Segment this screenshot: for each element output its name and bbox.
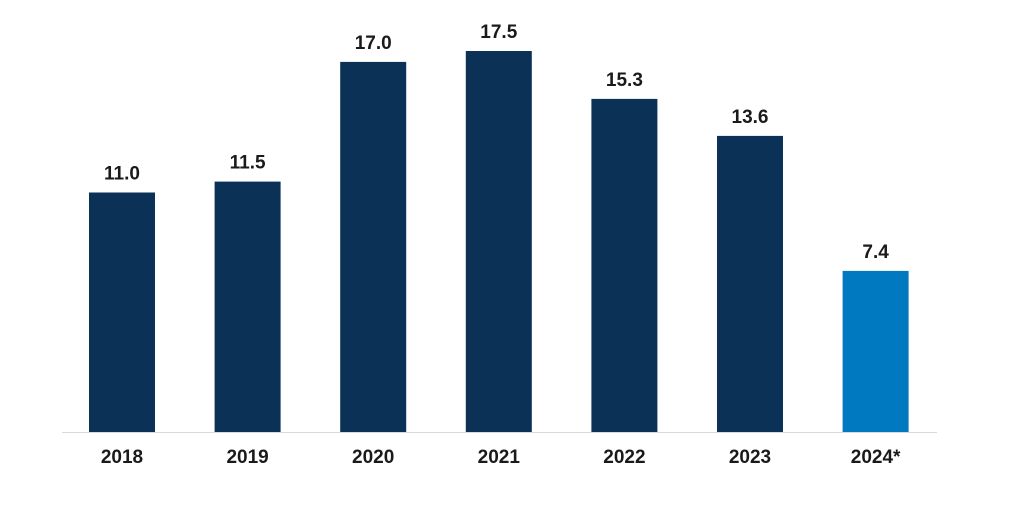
bar-2023 — [717, 135, 783, 432]
value-label-2019: 11.5 — [230, 153, 266, 174]
bar-2020 — [340, 61, 407, 433]
value-label-2020: 17.0 — [355, 33, 392, 54]
bar-2021 — [465, 51, 532, 432]
x-tick-labels-group: 2018 2019 2020 2021 2022 2023 2024* — [101, 447, 901, 468]
value-label-2021: 17.5 — [480, 22, 517, 43]
bars-group — [89, 51, 909, 433]
x-tick-label-2018: 2018 — [101, 447, 143, 468]
bar-2024 — [842, 270, 909, 432]
value-label-2024: 7.4 — [862, 242, 889, 263]
value-label-2018: 11.0 — [104, 164, 140, 185]
x-tick-label-2022: 2022 — [603, 447, 645, 468]
x-tick-label-2021: 2021 — [478, 447, 521, 468]
x-tick-label-2020: 2020 — [352, 447, 394, 468]
value-label-2023: 13.6 — [732, 107, 769, 128]
x-tick-label-2023: 2023 — [729, 447, 771, 468]
value-labels-group: 11.0 11.5 17.0 17.5 15.3 13.6 7.4 — [104, 22, 889, 263]
bar-2022 — [591, 98, 658, 433]
x-tick-label-2019: 2019 — [226, 447, 268, 468]
bar-2018 — [89, 192, 155, 432]
value-label-2022: 15.3 — [606, 70, 643, 91]
x-tick-label-2024: 2024* — [851, 447, 901, 468]
bar-2019 — [214, 181, 281, 432]
